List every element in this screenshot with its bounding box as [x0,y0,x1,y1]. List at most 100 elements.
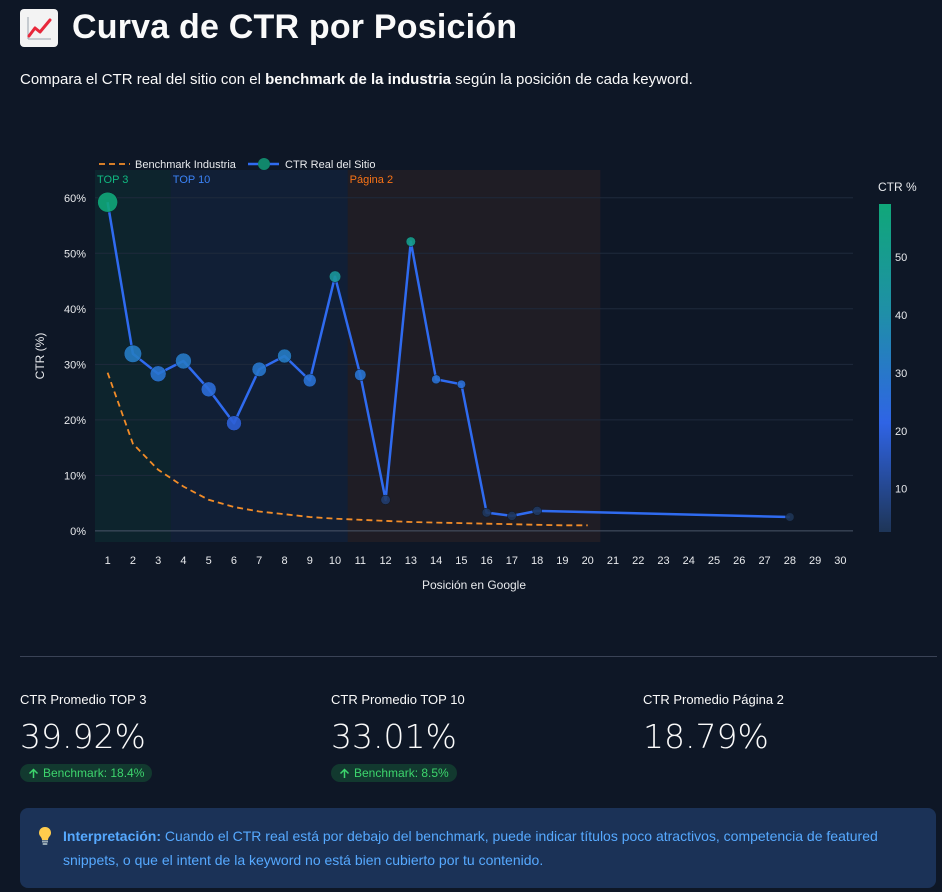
ctr-point [251,361,267,377]
ctr-point [226,415,242,431]
metric-label: CTR Promedio Página 2 [643,692,784,707]
y-tick-label: 50% [64,248,86,260]
ctr-point [97,191,118,213]
colorbar-tick-label: 20 [895,426,907,438]
page-title: Curva de CTR por Posición [72,8,518,46]
ctr-point [481,507,492,518]
colorbar [879,204,891,532]
x-axis-title: Posición en Google [422,578,526,592]
zone-band [170,170,348,542]
x-tick-label: 20 [582,555,594,567]
x-tick-label: 29 [809,555,821,567]
x-tick-label: 4 [180,555,186,567]
colorbar-title: CTR % [878,180,917,194]
ctr-point [405,236,416,247]
colorbar-tick-label: 50 [895,252,907,264]
x-tick-label: 30 [834,555,846,567]
zone-label: Página 2 [350,174,393,186]
colorbar-tick-label: 40 [895,310,907,322]
page-title-row: Curva de CTR por Posición [20,8,517,47]
arrow-up-icon [28,767,39,778]
page-subtitle: Compara el CTR real del sitio con el ben… [20,71,693,88]
x-tick-label: 28 [784,555,796,567]
x-tick-label: 14 [430,555,442,567]
subtitle-suffix: según la posición de cada keyword. [451,71,693,88]
zone-label: TOP 3 [97,174,128,186]
x-tick-label: 18 [531,555,543,567]
x-tick-label: 19 [556,555,568,567]
x-tick-label: 1 [105,555,111,567]
metric-delta: Benchmark: 18.4% [43,766,145,780]
ctr-point [329,270,342,283]
arrow-up-icon [339,767,350,778]
lightbulb-icon [38,826,52,853]
zone-band [347,170,601,542]
callout-bold: Interpretación: [63,828,162,844]
x-tick-label: 21 [607,555,619,567]
x-tick-label: 6 [231,555,237,567]
metric-top3: CTR Promedio TOP 3 39.92% Benchmark: 18.… [20,692,153,784]
x-tick-label: 25 [708,555,720,567]
x-tick-label: 7 [256,555,262,567]
x-tick-label: 2 [130,555,136,567]
ctr-point [507,511,517,521]
x-tick-label: 9 [307,555,313,567]
colorbar-tick-label: 30 [895,368,907,380]
section-divider [20,656,937,657]
subtitle-prefix: Compara el CTR real del sitio con el [20,71,266,88]
callout-text: Cuando el CTR real está por debajo del b… [63,828,878,868]
benchmark-line [106,372,588,527]
y-tick-label: 10% [64,470,86,482]
zone-label: TOP 10 [173,174,211,186]
x-tick-label: 10 [329,555,341,567]
x-tick-label: 17 [506,555,518,567]
metric-delta: Benchmark: 8.5% [354,766,449,780]
y-tick-label: 20% [64,415,86,427]
ctr-point [123,344,142,363]
metric-page2: CTR Promedio Página 2 18.79% [643,692,784,756]
ctr-point [431,374,441,385]
ctr-position-chart: TOP 3 TOP 10 Página 2 0% 10% 20% 30% 40% 50% 60% 1… [33,158,917,592]
x-tick-label: 12 [379,555,391,567]
ctr-point [175,352,192,370]
metric-label: CTR Promedio TOP 3 [20,692,147,707]
metric-value: 33.01% [331,717,457,756]
ctr-point [303,373,317,388]
metric-label: CTR Promedio TOP 10 [331,692,465,707]
interpretation-callout: Interpretación: Cuando el CTR real está … [20,808,936,888]
chart-increasing-icon [20,8,58,47]
ctr-point [532,506,542,516]
x-tick-label: 16 [481,555,493,567]
metric-delta-badge: Benchmark: 18.4% [20,764,153,782]
legend-real-label: CTR Real del Sitio [285,159,375,171]
x-tick-label: 15 [455,555,467,567]
x-tick-label: 22 [632,555,644,567]
metric-value: 18.79% [643,717,769,756]
subtitle-bold: benchmark de la industria [265,71,451,88]
y-axis-title: CTR (%) [33,333,47,380]
y-tick-label: 0% [70,526,86,538]
y-tick-label: 60% [64,193,86,205]
x-tick-label: 23 [657,555,669,567]
metric-delta-badge: Benchmark: 8.5% [331,764,457,782]
x-tick-label: 3 [155,555,161,567]
metric-top10: CTR Promedio TOP 10 33.01% Benchmark: 8.… [331,692,465,784]
ctr-point [200,381,217,398]
x-tick-label: 13 [405,555,417,567]
x-tick-label: 8 [281,555,287,567]
x-tick-label: 5 [206,555,212,567]
ctr-point [785,512,795,522]
legend-real-swatch-marker [258,158,270,170]
x-tick-label: 27 [758,555,770,567]
x-tick-label: 11 [355,555,366,567]
ctr-point [277,348,292,364]
ctr-point [149,365,167,383]
colorbar-tick-label: 10 [895,484,907,496]
x-tick-label: 24 [683,555,695,567]
ctr-point [354,368,367,381]
metric-value: 39.92% [20,717,146,756]
legend-benchmark-label: Benchmark Industria [135,159,237,171]
ctr-point [456,379,466,389]
x-tick-label: 26 [733,555,745,567]
y-tick-label: 30% [64,359,86,371]
